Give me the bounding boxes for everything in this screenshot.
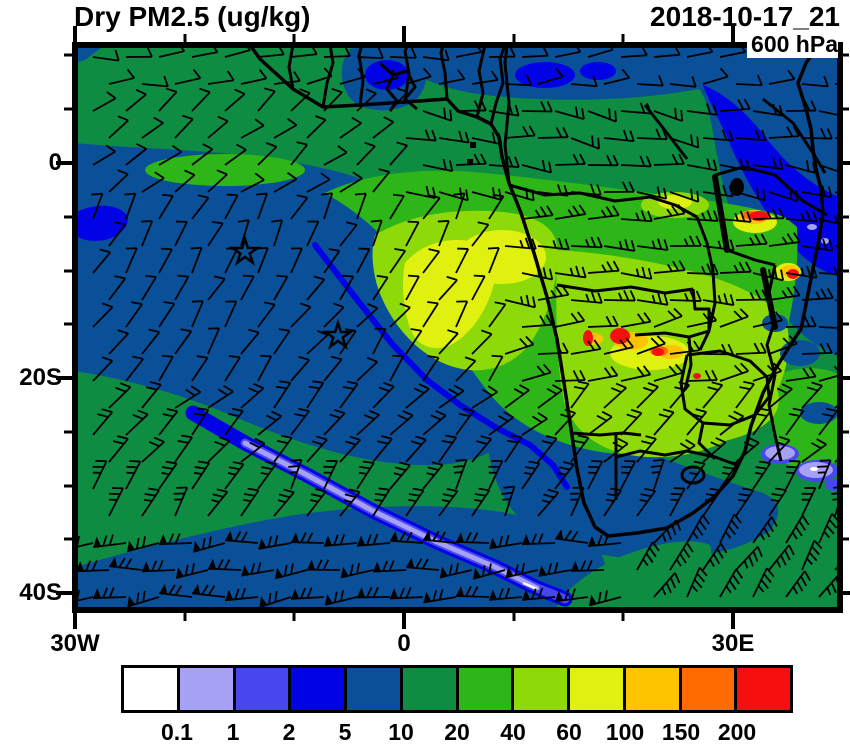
red-6	[693, 373, 701, 379]
colorbar-level-label: 100	[605, 719, 645, 745]
wind-barbs	[75, 45, 840, 608]
red-5	[652, 348, 664, 356]
bottom-green-wedge	[555, 541, 712, 610]
colorbar-level-label: 10	[388, 719, 414, 745]
red-4	[583, 330, 593, 346]
topleft-green-patch	[145, 154, 305, 186]
country-border-3	[439, 45, 449, 100]
yellow-core	[458, 230, 546, 284]
colorbar-cell-11	[737, 668, 790, 710]
colorbar-cell-3	[291, 668, 347, 710]
y-axis-label: 0	[48, 149, 62, 176]
colorbar-level-label: 40	[500, 719, 526, 745]
y-axis-label: 20S	[19, 364, 62, 391]
country-border-20	[726, 248, 776, 267]
colorbar-level-label: 60	[556, 719, 582, 745]
country-border-4	[378, 61, 399, 112]
colorbar	[121, 665, 793, 713]
pressure-level-label: 600 hPa	[747, 31, 838, 58]
colorbar-level-label: 0.1	[161, 719, 193, 745]
colorbar-cell-4	[347, 668, 403, 710]
colorbar-level-label: 5	[338, 719, 352, 745]
country-border-10	[556, 283, 694, 295]
lake-0	[712, 174, 730, 253]
y-axis-label: 40S	[19, 579, 62, 606]
country-border-16	[615, 449, 738, 467]
country-border-5	[392, 69, 418, 111]
south-band-navy	[75, 506, 605, 610]
map-layers	[75, 45, 840, 610]
station-dot-0	[470, 142, 476, 148]
colorbar-cell-0	[124, 668, 180, 710]
coastal-blue-arc	[312, 242, 570, 490]
colorbar-level-label: 1	[226, 719, 240, 745]
country-border-18	[697, 422, 717, 461]
colorbar-cell-5	[402, 668, 459, 710]
x-axis-label: 0	[397, 630, 411, 657]
streak-white-tip	[522, 581, 538, 591]
country-border-14	[570, 431, 642, 437]
country-border-23	[762, 97, 794, 125]
colorbar-level-label: 150	[661, 719, 701, 745]
x-axis-label: 30W	[50, 630, 100, 657]
top-strip-blue-2	[580, 62, 616, 80]
colorbar-cell-2	[235, 668, 292, 710]
colorbar-cell-6	[458, 668, 515, 710]
colorbar-cell-1	[179, 668, 236, 710]
corner-navy	[75, 45, 105, 63]
africa-coastline	[248, 45, 825, 538]
colorbar-level-label: 200	[717, 719, 757, 745]
lavender-fleck-1	[807, 224, 817, 230]
figure-datetime: 2018-10-17_21	[650, 1, 840, 32]
lake-victoria	[730, 178, 744, 196]
left-blue-streak	[75, 205, 128, 241]
country-border-17	[679, 349, 771, 427]
country-border-8	[508, 183, 698, 219]
country-border-9	[695, 216, 717, 351]
colorbar-cell-9	[625, 668, 682, 710]
plot-frame	[72, 42, 843, 613]
country-border-1	[357, 45, 365, 106]
colorbar-cell-10	[681, 668, 738, 710]
channel-navy-3	[800, 402, 838, 424]
se-lavender-spot-4	[810, 467, 818, 471]
x-axis-label: 30E	[711, 630, 755, 657]
colorbar-cell-8	[570, 668, 626, 710]
colorbar-cell-7	[514, 668, 570, 710]
country-border-12	[634, 329, 710, 339]
station-dot-1	[467, 159, 473, 165]
colorbar-level-label: 2	[282, 719, 296, 745]
axis-ticks	[56, 26, 850, 629]
east-blue	[703, 85, 840, 277]
red-3	[610, 328, 630, 344]
star-marker-1	[321, 318, 355, 350]
country-border-25	[643, 104, 689, 160]
country-border-6	[489, 45, 507, 125]
figure-title: Dry PM2.5 (ug/kg)	[74, 1, 311, 32]
country-border-21	[773, 173, 828, 217]
colorbar-level-label: 20	[444, 719, 470, 745]
